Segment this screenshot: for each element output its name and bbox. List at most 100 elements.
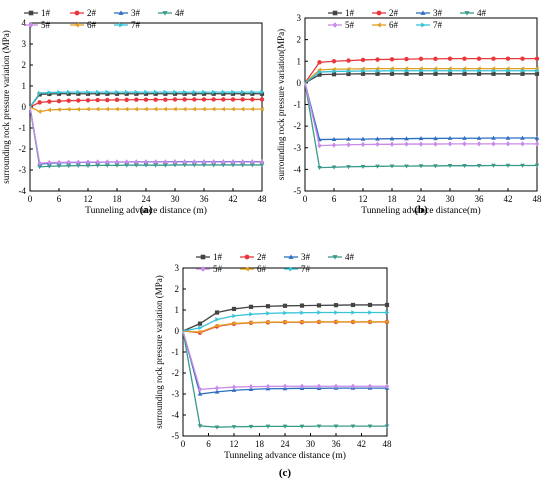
- data-point: [172, 91, 178, 96]
- data-point: [385, 310, 390, 315]
- data-point: [534, 71, 540, 76]
- data-point: [86, 89, 91, 95]
- data-point: [221, 159, 226, 165]
- data-point: [360, 57, 366, 63]
- data-point: [231, 89, 236, 95]
- data-point: [447, 135, 453, 140]
- data-point: [66, 159, 71, 165]
- legend-marker: [376, 22, 381, 28]
- data-point: [476, 141, 482, 147]
- legend-marker: [200, 266, 206, 272]
- data-point: [47, 99, 52, 104]
- legend-label: 7#: [131, 20, 141, 30]
- data-point: [192, 89, 197, 95]
- data-point: [250, 89, 255, 95]
- data-point: [95, 106, 100, 112]
- data-point: [389, 136, 395, 141]
- legend-label: 2#: [389, 8, 399, 18]
- data-point: [259, 163, 265, 168]
- data-point: [105, 89, 110, 95]
- y-tick-label: 0: [297, 78, 302, 88]
- x-tick-label: 12: [230, 439, 239, 449]
- data-point: [418, 141, 424, 147]
- y-tick-label: 1: [175, 305, 180, 315]
- data-point: [231, 387, 237, 392]
- data-point: [350, 319, 355, 325]
- series-1#: [304, 71, 540, 84]
- x-tick-label: 36: [475, 194, 485, 204]
- x-axis-label: Tunneling advance distance (m): [85, 205, 207, 216]
- data-point: [462, 135, 467, 140]
- x-axis-label: Tunneling advance distance (m): [224, 450, 346, 461]
- x-tick-label: 18: [388, 194, 398, 204]
- series-6#: [29, 106, 264, 114]
- data-point: [299, 383, 305, 389]
- data-point: [331, 136, 337, 141]
- data-point: [214, 310, 220, 315]
- data-point: [76, 163, 81, 169]
- data-point: [332, 69, 337, 74]
- data-point: [240, 97, 245, 102]
- data-point: [433, 56, 438, 62]
- data-point: [317, 69, 322, 75]
- x-tick-label: 0: [28, 194, 33, 204]
- series-6#: [304, 66, 539, 84]
- data-point: [95, 89, 101, 95]
- data-point: [331, 72, 337, 77]
- data-point: [214, 425, 220, 430]
- data-point: [520, 163, 525, 168]
- data-point: [520, 56, 525, 61]
- data-point: [163, 97, 168, 102]
- data-point: [230, 159, 236, 165]
- data-point: [447, 71, 453, 76]
- data-point: [375, 57, 380, 62]
- data-point: [105, 97, 110, 103]
- data-point: [384, 424, 390, 429]
- series-2#: [304, 56, 540, 84]
- data-point: [182, 106, 187, 112]
- data-point: [153, 106, 158, 112]
- data-point: [201, 97, 207, 102]
- y-tick-label: -4: [19, 186, 27, 196]
- data-point: [491, 68, 496, 74]
- y-tick-label: -1: [172, 347, 180, 357]
- data-point: [299, 303, 305, 308]
- data-point: [143, 106, 148, 112]
- series-line: [182, 330, 387, 428]
- data-point: [163, 159, 168, 165]
- data-point: [389, 71, 395, 76]
- data-point: [462, 141, 467, 147]
- data-point: [240, 106, 245, 112]
- data-point: [299, 319, 304, 325]
- data-point: [346, 68, 351, 74]
- data-point: [448, 68, 453, 74]
- data-point: [221, 91, 226, 96]
- data-point: [211, 91, 216, 96]
- data-point: [105, 163, 110, 168]
- y-tick-label: -2: [172, 368, 180, 378]
- x-tick-label: 6: [206, 439, 211, 449]
- data-point: [124, 97, 129, 103]
- legend-label: 7#: [301, 264, 311, 274]
- series-line: [29, 106, 262, 165]
- y-tick-label: 1: [297, 56, 302, 66]
- y-tick-label: 1: [22, 81, 27, 91]
- data-point: [404, 164, 409, 169]
- data-point: [375, 68, 380, 74]
- series-line: [304, 82, 537, 169]
- data-point: [230, 106, 235, 112]
- data-point: [85, 106, 90, 112]
- x-tick-label: 0: [181, 439, 186, 449]
- data-point: [124, 106, 129, 112]
- legend-label: 1#: [41, 8, 51, 18]
- legend-marker: [28, 22, 34, 28]
- data-point: [447, 141, 453, 147]
- legend-label: 2#: [257, 252, 267, 262]
- data-point: [114, 97, 120, 103]
- data-point: [390, 68, 395, 74]
- data-point: [404, 66, 409, 71]
- data-point: [240, 89, 246, 95]
- series-1#: [29, 91, 265, 108]
- data-point: [534, 141, 540, 147]
- legend-label: 3#: [131, 8, 141, 18]
